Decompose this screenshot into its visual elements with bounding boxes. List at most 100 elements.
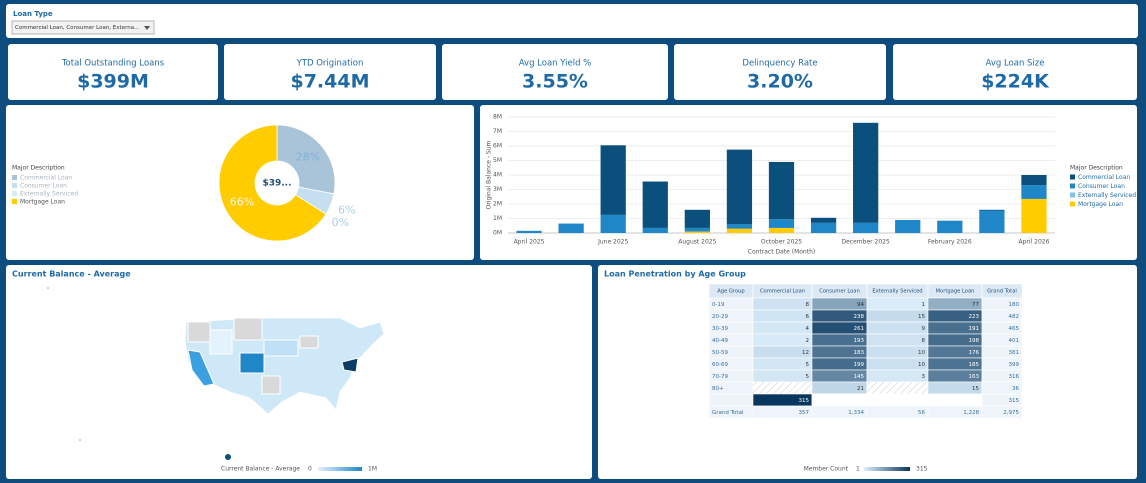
filter-dropdown[interactable] — [11, 20, 155, 35]
table-cell-text: 357 — [799, 410, 810, 416]
bar-segment — [979, 209, 1005, 211]
table-cell-text: 40-49 — [712, 338, 728, 344]
bar-segment — [726, 149, 753, 225]
table-cell-text: 198 — [969, 338, 980, 344]
pie-label: 0% — [332, 216, 349, 229]
y-tick-label: 5M — [493, 157, 502, 164]
table-cell-text: 50-59 — [712, 350, 728, 356]
map-legend-gradient — [318, 467, 362, 471]
bar-segment — [768, 227, 795, 233]
table-cell — [752, 333, 813, 347]
table-cell-text: 193 — [854, 338, 865, 344]
table-cell-text: 261 — [854, 326, 865, 332]
bar-segment — [1021, 175, 1047, 186]
table-cell-text: 8 — [922, 338, 926, 344]
bar-segment — [684, 231, 710, 233]
table-cell-text: 183 — [854, 350, 865, 356]
bar-segment — [726, 228, 753, 233]
table-cell-text: 8 — [806, 302, 810, 308]
filter-label: Loan Type — [13, 10, 53, 18]
kpi-card — [224, 44, 436, 100]
kpi-value: $7.44M — [290, 71, 369, 93]
bar-segment — [895, 219, 921, 233]
bar-segment — [853, 222, 879, 233]
table-cell — [866, 369, 929, 383]
x-tick-label: October 2025 — [761, 239, 802, 246]
y-tick-label: 3M — [493, 186, 502, 193]
table-cell-text: 20-29 — [712, 314, 728, 320]
table-cell-text: 15 — [972, 386, 979, 392]
bar-segment — [684, 209, 710, 228]
table-cell — [752, 357, 813, 371]
table-cell-text: 315 — [799, 398, 810, 404]
table-header: Grand Total — [987, 289, 1017, 295]
table-cell — [752, 369, 813, 383]
table-cell-text: 482 — [1009, 314, 1020, 320]
legend-label: Commercial Loan — [1078, 174, 1130, 181]
x-tick-label: December 2025 — [842, 239, 890, 246]
table-cell-text: 9 — [922, 326, 926, 332]
table-legend-title: Member Count — [804, 466, 849, 473]
map-legend-title: Current Balance - Average — [221, 466, 300, 473]
table-cell-text: 5 — [806, 362, 810, 368]
pie-label: 28% — [296, 151, 320, 164]
table-cell-text: 238 — [854, 314, 865, 320]
y-tick-label: 6M — [493, 143, 502, 150]
legend-swatch — [1070, 201, 1075, 207]
x-tick-label: June 2025 — [597, 239, 628, 246]
table-cell-text: 10 — [918, 350, 925, 356]
table-cell — [866, 333, 929, 347]
table-cell-text: 77 — [972, 302, 979, 308]
table-cell-text: 315 — [1009, 398, 1020, 404]
table-legend-gradient — [864, 467, 910, 471]
pie-label: 6% — [338, 204, 355, 217]
table-cell — [811, 393, 868, 407]
kpi-value: $399M — [77, 71, 149, 93]
dropdown-arrow[interactable] — [144, 26, 150, 30]
bar-segment — [642, 227, 668, 233]
table-header: Commercial Loan — [760, 289, 805, 295]
x-tick-label: August 2025 — [678, 239, 716, 246]
kpi-value: $224K — [981, 71, 1050, 93]
legend-label: Commercial Loan — [20, 175, 72, 182]
table-cell-text: 36 — [1012, 386, 1019, 392]
filter-value[interactable]: Commercial Loan, Consumer Loan, Externa.… — [15, 25, 140, 31]
legend-label: Consumer Loan — [20, 183, 67, 190]
table-cell-text: Grand Total — [712, 410, 744, 416]
bar-segment — [600, 145, 626, 215]
filter-panel — [6, 4, 1138, 38]
kpi-label: Total Outstanding Loans — [61, 59, 165, 69]
table-cell-text: 176 — [969, 350, 980, 356]
table-cell-text: 1,334 — [848, 410, 864, 416]
kpi-card — [442, 44, 668, 100]
legend-swatch — [12, 175, 17, 180]
table-cell — [708, 393, 754, 407]
table-cell-text: 180 — [1009, 302, 1020, 308]
table-header: Consumer Loan — [819, 289, 860, 295]
legend-swatch — [1070, 183, 1075, 189]
table-cell-text: 381 — [1009, 350, 1020, 356]
table-cell-text: 465 — [1009, 326, 1020, 332]
kpi-value: 3.55% — [522, 71, 588, 93]
bar-segment — [1021, 185, 1047, 199]
y-tick-label: 4M — [493, 172, 502, 179]
legend-label: Mortgage Loan — [20, 199, 65, 206]
legend-swatch — [12, 199, 17, 204]
bar-segment — [516, 230, 542, 233]
map-legend-min: 0 — [308, 466, 312, 473]
kpi-label: Avg Loan Size — [986, 59, 1045, 69]
bar-segment — [937, 220, 963, 233]
table-cell-text: 199 — [854, 362, 865, 368]
kpi-value: 3.20% — [747, 71, 813, 93]
table-cell-text: 1 — [922, 302, 926, 308]
table-header: Externally Serviced — [872, 289, 922, 295]
legend-label: Mortgage Loan — [1078, 201, 1123, 208]
table-cell — [752, 381, 813, 395]
kpi-card — [893, 44, 1137, 100]
legend-title: Major Description — [12, 165, 65, 172]
table-cell-text: 399 — [1009, 362, 1020, 368]
map-title: Current Balance - Average — [12, 270, 131, 279]
pie-slice — [276, 124, 336, 195]
table-cell — [927, 393, 983, 407]
